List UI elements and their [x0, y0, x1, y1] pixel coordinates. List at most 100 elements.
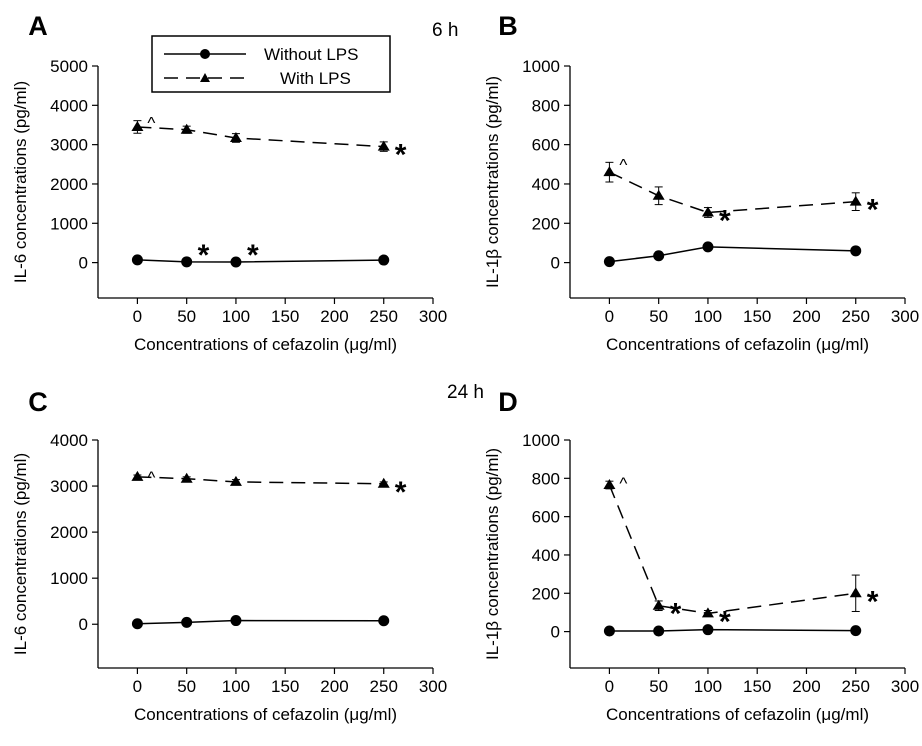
data-point-c-with-lps — [131, 470, 144, 481]
x-tick-label-c: 250 — [370, 677, 398, 696]
x-tick-label-d: 100 — [694, 677, 722, 696]
legend-label-with-lps: With LPS — [280, 69, 351, 88]
data-point-c-with-lps — [229, 475, 242, 486]
data-point-c-without-lps — [131, 618, 143, 630]
x-axis-label-a: Concentrations of cefazolin (μg/ml) — [134, 335, 397, 354]
x-tick-label-a: 0 — [133, 307, 142, 326]
panel-label-a: A — [28, 11, 48, 41]
x-tick-label-a: 300 — [419, 307, 447, 326]
x-tick-label-a: 150 — [271, 307, 299, 326]
x-tick-label-d: 250 — [842, 677, 870, 696]
series-line-b-with-lps — [609, 171, 856, 214]
data-point-a-without-lps — [131, 254, 143, 266]
data-point-d-with-lps — [849, 587, 862, 598]
x-tick-label-c: 200 — [320, 677, 348, 696]
significance-caret-c-with-lps: ^ — [147, 468, 155, 487]
y-axis-label-b: IL-1β concentrations (pg/ml) — [483, 76, 502, 288]
data-point-d-with-lps — [652, 599, 665, 610]
data-point-d-without-lps — [603, 625, 615, 637]
x-tick-label-d: 50 — [649, 677, 668, 696]
data-point-c-without-lps — [230, 615, 242, 627]
data-point-a-without-lps — [181, 256, 193, 268]
y-tick-label-b: 400 — [532, 175, 560, 194]
data-point-a-with-lps — [131, 120, 144, 131]
x-tick-label-a: 50 — [177, 307, 196, 326]
x-tick-label-c: 0 — [133, 677, 142, 696]
data-point-a-without-lps — [230, 256, 242, 268]
time-label-24h: 24 h — [447, 382, 484, 403]
series-line-d-without-lps — [609, 628, 856, 632]
significance-star-b-with-lps: * — [719, 204, 731, 237]
significance-star-c-with-lps: * — [395, 476, 407, 509]
x-tick-label-b: 150 — [743, 307, 771, 326]
y-axis-label-d: IL-1β concentrations (pg/ml) — [483, 448, 502, 660]
data-point-a-with-lps — [229, 131, 242, 142]
x-tick-label-b: 50 — [649, 307, 668, 326]
significance-star-d-with-lps: * — [670, 598, 682, 631]
x-axis-label-b: Concentrations of cefazolin (μg/ml) — [606, 335, 869, 354]
significance-caret-d-with-lps: ^ — [619, 474, 627, 493]
time-label-6h: 6 h — [432, 20, 458, 41]
data-point-c-without-lps — [378, 615, 390, 627]
y-tick-label-b: 800 — [532, 96, 560, 115]
y-tick-label-c: 0 — [79, 615, 88, 634]
data-point-c-with-lps — [377, 477, 390, 488]
x-tick-label-d: 200 — [792, 677, 820, 696]
y-tick-label-d: 800 — [532, 469, 560, 488]
y-axis-label-c: IL-6 concentrations (pg/ml) — [11, 453, 30, 655]
data-point-d-without-lps — [653, 625, 665, 637]
y-tick-label-a: 2000 — [50, 175, 88, 194]
significance-star-d-with-lps: * — [867, 585, 879, 618]
data-point-b-with-lps — [652, 189, 665, 200]
series-line-c-with-lps — [137, 476, 384, 485]
y-tick-label-b: 1000 — [522, 57, 560, 76]
data-point-b-without-lps — [702, 241, 714, 253]
significance-caret-b-with-lps: ^ — [619, 155, 627, 174]
y-tick-label-b: 200 — [532, 214, 560, 233]
x-tick-label-a: 200 — [320, 307, 348, 326]
x-tick-label-d: 150 — [743, 677, 771, 696]
y-tick-label-c: 2000 — [50, 523, 88, 542]
series-line-a-without-lps — [137, 259, 384, 263]
y-tick-label-c: 3000 — [50, 477, 88, 496]
x-tick-label-c: 150 — [271, 677, 299, 696]
significance-star-d-with-lps: * — [719, 605, 731, 638]
y-tick-label-d: 1000 — [522, 431, 560, 450]
x-tick-label-c: 300 — [419, 677, 447, 696]
y-tick-label-d: 200 — [532, 584, 560, 603]
data-point-a-with-lps — [180, 123, 193, 134]
x-tick-label-b: 200 — [792, 307, 820, 326]
panel-label-b: B — [498, 11, 518, 41]
legend-box — [151, 35, 391, 93]
data-point-d-without-lps — [850, 625, 862, 637]
y-tick-label-c: 1000 — [50, 569, 88, 588]
x-axis-label-d: Concentrations of cefazolin (μg/ml) — [606, 705, 869, 724]
data-point-a-without-lps — [378, 254, 390, 266]
data-point-b-without-lps — [653, 250, 665, 262]
series-line-a-with-lps — [137, 126, 384, 148]
x-tick-label-b: 300 — [891, 307, 919, 326]
y-tick-label-a: 1000 — [50, 214, 88, 233]
data-point-c-with-lps — [180, 472, 193, 483]
data-point-d-with-lps — [603, 479, 616, 490]
data-point-b-with-lps — [603, 166, 616, 177]
data-point-d-with-lps — [701, 607, 714, 618]
x-tick-label-b: 250 — [842, 307, 870, 326]
y-tick-label-d: 600 — [532, 508, 560, 527]
significance-star-a-with-lps: * — [395, 139, 407, 172]
series-line-c-without-lps — [137, 619, 384, 625]
series-line-b-without-lps — [609, 246, 856, 263]
legend-label-without-lps: Without LPS — [264, 45, 359, 64]
data-point-b-without-lps — [603, 256, 615, 268]
x-tick-label-b: 100 — [694, 307, 722, 326]
data-point-a-with-lps — [377, 140, 390, 151]
data-point-d-without-lps — [702, 624, 714, 636]
legend: Without LPS With LPS — [151, 35, 391, 93]
significance-caret-a-with-lps: ^ — [147, 114, 155, 133]
significance-star-a-without-lps: * — [247, 239, 259, 272]
y-tick-label-d: 400 — [532, 546, 560, 565]
x-tick-label-a: 100 — [222, 307, 250, 326]
series-line-d-with-lps — [608, 484, 856, 615]
